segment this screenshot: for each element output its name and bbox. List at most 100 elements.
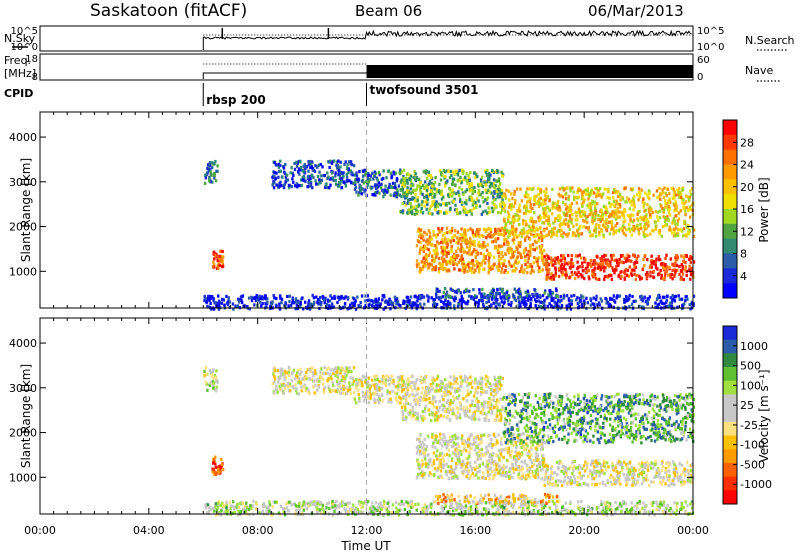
power-cell: [500, 191, 504, 196]
power-cell: [260, 304, 263, 308]
power-cell: [234, 304, 237, 308]
power-cell: [608, 196, 611, 200]
power-cell: [342, 180, 346, 184]
power-cell: [366, 183, 370, 187]
power-cell: [654, 305, 657, 309]
power-cell: [519, 303, 522, 307]
power-cell: [409, 174, 413, 178]
power-cell: [482, 258, 485, 262]
velocity-cell: [673, 501, 676, 505]
power-cell: [421, 192, 424, 196]
power-cell: [558, 300, 562, 304]
power-cell: [625, 257, 629, 261]
velocity-cell: [380, 378, 384, 382]
power-cell: [594, 209, 598, 213]
power-cell: [445, 226, 449, 230]
power-cell: [227, 296, 230, 300]
power-cell: [493, 295, 496, 299]
power-cell: [415, 304, 418, 308]
power-cell: [567, 224, 570, 228]
velocity-cell: [483, 507, 486, 511]
velocity-cell: [505, 501, 509, 505]
power-cell: [523, 238, 527, 242]
power-cell: [435, 188, 439, 192]
power-cell: [211, 166, 214, 170]
power-cell: [493, 202, 496, 207]
power-cell: [487, 173, 490, 177]
power-cell: [511, 238, 514, 242]
velocity-cell: [394, 385, 398, 389]
power-cell: [345, 175, 349, 179]
power-cell: [222, 255, 225, 259]
power-cell: [555, 301, 559, 305]
power-cell: [459, 248, 462, 252]
velocity-cell: [658, 505, 662, 509]
power-cell: [470, 196, 474, 200]
power-cell: [486, 168, 489, 172]
velocity-cell: [641, 506, 644, 510]
power-cell: [493, 190, 496, 194]
velocity-cell: [238, 511, 241, 515]
power-cell: [445, 254, 448, 258]
power-cell: [507, 302, 510, 306]
power-cell: [279, 294, 282, 298]
velocity-cell: [225, 500, 228, 505]
power-cell: [592, 274, 596, 278]
power-cell: [563, 260, 566, 264]
power-cell: [307, 180, 310, 184]
power-cell: [307, 301, 310, 305]
velocity-cell: [358, 511, 362, 515]
power-cell: [649, 232, 652, 236]
power-cell: [415, 208, 418, 212]
power-cell: [662, 266, 665, 270]
velocity-cell: [325, 502, 329, 506]
power-cell: [366, 298, 369, 302]
power-cell: [463, 240, 467, 244]
power-cell: [509, 230, 512, 234]
velocity-cell: [355, 381, 359, 385]
power-cell: [520, 269, 523, 273]
power-cell: [514, 260, 517, 264]
power-cell: [679, 228, 683, 232]
power-cell: [682, 198, 685, 202]
power-cell: [676, 227, 680, 231]
power-cell: [648, 205, 652, 209]
power-cell: [446, 179, 449, 183]
power-cell: [290, 303, 293, 308]
velocity-cell: [614, 507, 617, 512]
power-cell: [596, 191, 599, 196]
power-cell: [265, 305, 268, 309]
power-cell: [463, 264, 466, 269]
velocity-cell: [635, 511, 638, 515]
power-cell: [613, 271, 616, 275]
power-cell: [529, 304, 532, 308]
power-cell: [632, 197, 635, 201]
power-cell: [512, 237, 516, 241]
power-cell: [514, 258, 518, 262]
power-cell: [542, 301, 545, 305]
power-cell: [364, 171, 368, 175]
power-cell: [576, 229, 579, 233]
power-cell: [484, 255, 487, 259]
power-cell: [548, 294, 552, 298]
power-cell: [492, 288, 495, 293]
power-cell: [628, 297, 631, 301]
power-cell: [512, 219, 515, 223]
power-cell: [473, 240, 476, 244]
velocity-cell: [220, 465, 223, 469]
velocity-cell: [501, 504, 504, 508]
power-cell: [362, 169, 365, 173]
power-cell: [391, 181, 395, 185]
power-cell: [458, 258, 462, 262]
power-cell: [544, 262, 547, 266]
power-cell: [610, 202, 613, 206]
power-cell: [663, 302, 666, 306]
power-cell: [318, 170, 321, 174]
velocity-cell: [368, 511, 371, 515]
power-cell: [221, 249, 224, 254]
power-cell: [402, 174, 405, 179]
power-cell: [524, 304, 527, 308]
power-cell: [564, 203, 567, 207]
power-cell: [219, 301, 222, 305]
power-cell: [500, 170, 503, 174]
